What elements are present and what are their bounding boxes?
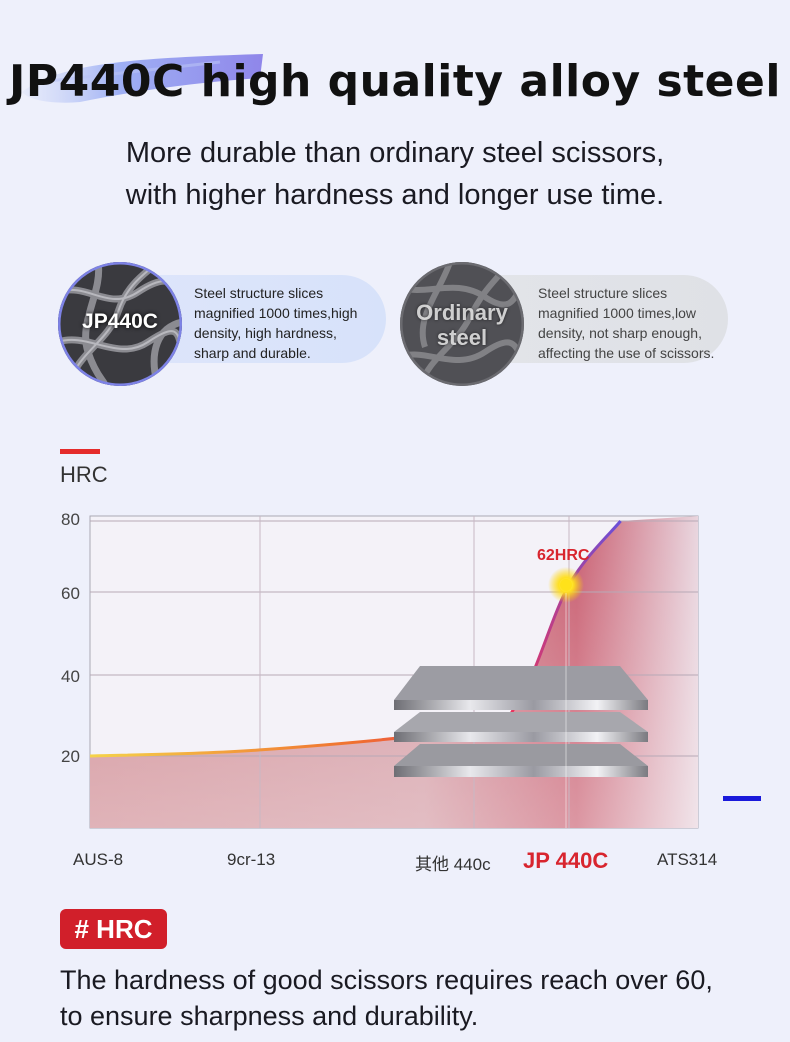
chart-y-title: HRC	[60, 462, 108, 487]
plot-background	[89, 515, 699, 829]
footer-line-2: to ensure sharpness and durability.	[60, 1001, 479, 1031]
page-title: JP440C high quality alloy steel	[9, 56, 781, 107]
jp440c-text-line: magnified 1000 times,high	[194, 305, 358, 321]
ordinary-label-line-2: steel	[436, 325, 488, 350]
accent-bar	[60, 449, 100, 454]
annotation-62hrc: 62HRC	[537, 547, 590, 564]
x-tick-label-highlight: JP 440C	[523, 848, 609, 873]
footer-text: The hardness of good scissors requires r…	[60, 962, 713, 1034]
jp440c-text-line: sharp and durable.	[194, 345, 311, 361]
ordinary-label: Ordinary steel	[400, 300, 524, 350]
hrc-curve-line	[89, 520, 622, 758]
ordinary-text-line: density, not sharp enough,	[538, 325, 702, 341]
grid-lines	[90, 516, 698, 828]
hrc-area-sheen	[90, 516, 698, 828]
steel-plates-illustration	[394, 666, 648, 777]
comparison-section: Steel structure slices magnified 1000 ti…	[0, 262, 790, 386]
subtitle-line-2: with higher hardness and longer use time…	[125, 179, 665, 211]
x-tick-label: 其他 440c	[415, 855, 491, 874]
y-tick-label: 60	[61, 584, 80, 603]
ordinary-structure-image: Ordinary steel	[400, 262, 524, 386]
y-tick-label: 20	[61, 747, 80, 766]
page-subtitle: More durable than ordinary steel scissor…	[0, 132, 790, 216]
ordinary-text-line: Steel structure slices	[538, 285, 668, 301]
y-tick-label: 40	[61, 667, 80, 686]
brush-stroke-decoration	[22, 54, 263, 103]
subtitle-line-1: More durable than ordinary steel scissor…	[125, 137, 665, 169]
annotation-dot	[560, 578, 572, 591]
hrc-area-fill	[90, 516, 698, 828]
annotation-glow	[548, 566, 584, 603]
hrc-tag: # HRC	[60, 909, 167, 949]
jp440c-structure-image: JP440C	[58, 262, 182, 386]
ordinary-text-line: magnified 1000 times,low	[538, 305, 696, 321]
jp440c-text-line: density, high hardness,	[194, 325, 337, 341]
ordinary-text-line: affecting the use of scissors.	[538, 345, 715, 361]
jp440c-label: JP440C	[82, 310, 158, 333]
ordinary-label-line-1: Ordinary	[416, 300, 508, 325]
blue-accent-bar	[723, 796, 761, 801]
x-tick-label: ATS314	[657, 850, 718, 869]
y-tick-label: 80	[61, 510, 80, 529]
jp440c-text-line: Steel structure slices	[194, 285, 324, 301]
x-tick-label: AUS-8	[73, 850, 124, 869]
footer-line-1: The hardness of good scissors requires r…	[60, 965, 713, 995]
x-tick-label: 9cr-13	[227, 850, 276, 869]
